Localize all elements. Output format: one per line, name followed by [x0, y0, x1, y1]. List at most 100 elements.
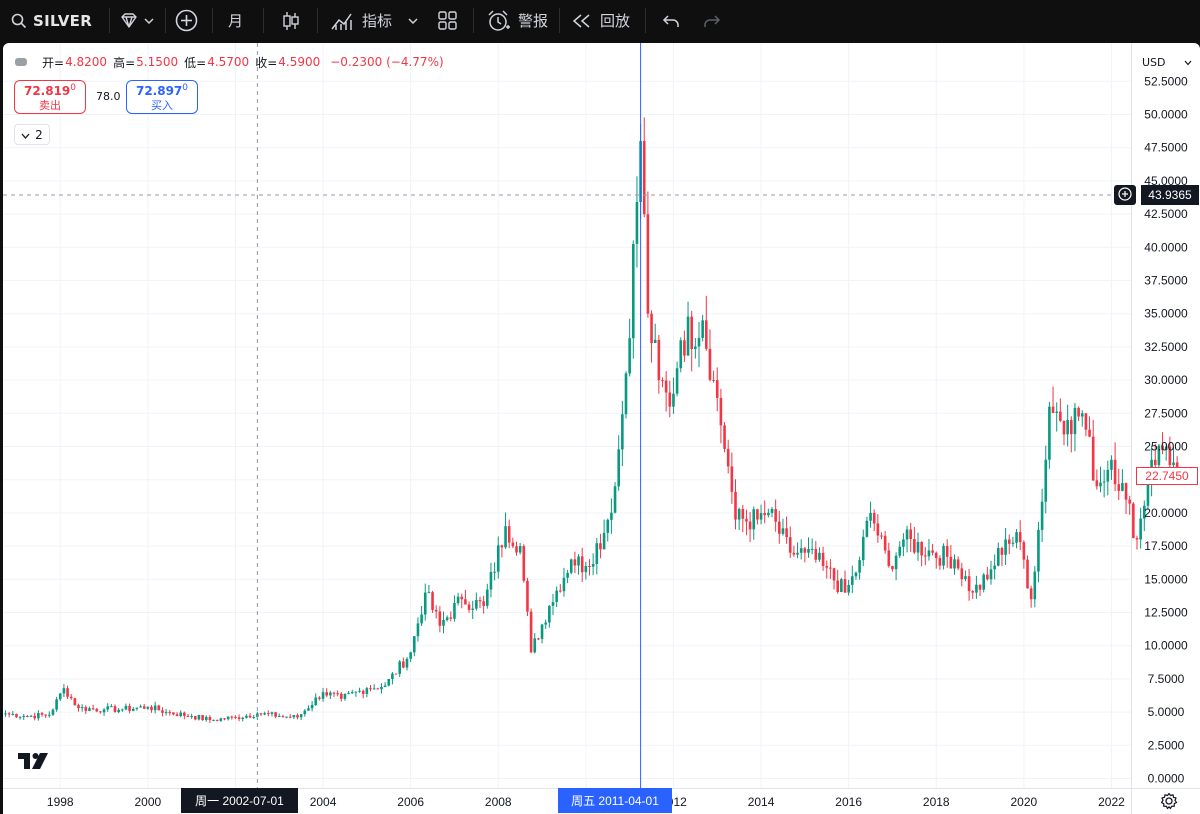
candle-body [924, 555, 927, 557]
candle-body [880, 535, 883, 537]
candle-body [694, 346, 697, 349]
candle-body [953, 559, 956, 569]
candle-body [183, 712, 186, 716]
plus-circle-icon [1118, 186, 1132, 205]
candle-body [847, 584, 850, 593]
candle-body [106, 706, 109, 710]
layout-button[interactable] [438, 0, 457, 41]
sell-button[interactable]: 72.8190 卖出 [14, 80, 86, 114]
undo-button[interactable] [662, 0, 680, 41]
candle-body [325, 692, 328, 696]
candle-body [438, 611, 442, 626]
candle-body [887, 550, 891, 567]
candle-body [51, 709, 55, 715]
candle-body [29, 715, 33, 717]
candles-icon [281, 10, 301, 32]
compare-symbol-button[interactable] [175, 0, 198, 41]
indicators-toggle-button[interactable]: 2 [14, 124, 50, 145]
interval-button[interactable]: 月 [228, 12, 244, 30]
candle-body [803, 548, 807, 553]
gear-icon[interactable] [1160, 792, 1178, 814]
candle-body [1015, 532, 1018, 543]
price-chart[interactable]: 52.5000 50.0000 47.5000 45.0000 42.5000 40.00… [3, 43, 1200, 814]
currency-selector[interactable]: USD [1138, 53, 1196, 71]
last-price-label: 22.7450 [1136, 467, 1198, 486]
buy-button[interactable]: 72.8970 买入 [126, 80, 198, 114]
toolbar-divider [645, 8, 646, 33]
candle-body [172, 712, 175, 715]
buy-label: 买入 [151, 99, 173, 112]
candle-body [164, 712, 168, 714]
candle-body [1117, 484, 1121, 491]
candle-body [810, 548, 814, 550]
alert-button[interactable]: 警报 [487, 0, 548, 41]
price-tick-label: 52.5000 [1144, 74, 1188, 88]
symbol-search[interactable]: SILVER [0, 0, 109, 41]
candle-body [1124, 483, 1128, 500]
indicators-button[interactable]: 指标 [331, 0, 392, 41]
replay-button[interactable]: 回放 [572, 0, 630, 41]
price-tick-label: 7.5000 [1148, 672, 1185, 686]
candle-body [548, 605, 551, 623]
redo-button[interactable] [703, 0, 721, 41]
candle-body [821, 552, 825, 567]
sell-price: 72.819 [23, 84, 71, 98]
candle-body [511, 542, 515, 547]
candle-body [431, 592, 434, 610]
price-tick-label: 15.0000 [1144, 572, 1188, 586]
crosshair-price-label: 43.9365 [1141, 185, 1199, 206]
candle-body [142, 706, 146, 709]
candle-body [1099, 482, 1102, 487]
candle-body [934, 552, 938, 559]
candle-body [1161, 445, 1164, 451]
candle-body [168, 712, 172, 714]
candlestick-series [4, 117, 1179, 724]
candle-body [288, 716, 292, 718]
candle-body [799, 548, 803, 553]
candle-body [555, 590, 558, 603]
candle-body [157, 705, 161, 711]
candle-body [956, 559, 960, 569]
candle-body [975, 584, 978, 593]
tradingview-logo[interactable] [16, 750, 52, 776]
candle-body [825, 566, 829, 568]
chart-type-button[interactable] [281, 0, 301, 41]
candle-body [1088, 429, 1091, 437]
candle-body [642, 141, 646, 215]
candle-body [102, 709, 106, 713]
price-tick-label: 5.0000 [1148, 705, 1185, 719]
candle-body [1000, 548, 1004, 555]
toolbar-divider [473, 8, 474, 33]
candle-body [518, 546, 522, 553]
open-label: 开= [42, 55, 65, 70]
alarm-clock-icon [487, 9, 511, 32]
candle-body [464, 599, 467, 605]
candle-body [715, 380, 719, 398]
candle-body [1106, 469, 1110, 482]
candle-body [121, 709, 124, 711]
candle-body [117, 709, 120, 713]
candle-body [445, 617, 449, 620]
candle-body [413, 636, 416, 653]
candle-body [18, 716, 22, 718]
price-tick-label: 32.5000 [1144, 340, 1188, 354]
candle-body [876, 523, 880, 536]
candle-body [960, 568, 964, 580]
candle-body [905, 529, 909, 540]
add-alert-at-price-button[interactable] [1114, 185, 1136, 206]
candle-body [1059, 411, 1062, 421]
candle-body [391, 673, 394, 679]
add-circle-icon [175, 9, 198, 32]
pro-features-button[interactable] [118, 0, 154, 41]
legend-collapse-button[interactable] [15, 58, 27, 66]
price-tick-label: 47.5000 [1144, 141, 1188, 155]
candle-body [128, 705, 131, 711]
candle-body [1146, 484, 1150, 506]
chart-panel[interactable]: 52.5000 50.0000 47.5000 45.0000 42.5000 40.00… [3, 43, 1200, 814]
candle-body [745, 518, 748, 522]
candle-body [559, 590, 562, 592]
indicator-templates-button[interactable] [408, 0, 418, 41]
redo-icon [703, 14, 721, 28]
candle-body [223, 718, 226, 720]
candle-body [387, 678, 391, 686]
